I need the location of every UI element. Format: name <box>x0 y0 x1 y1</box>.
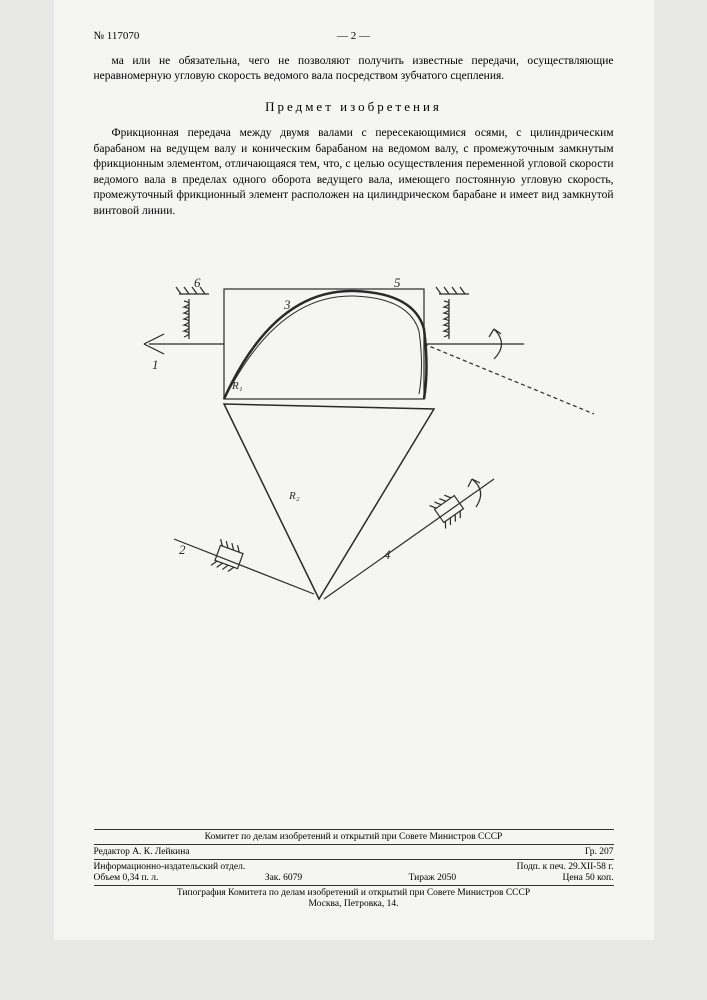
group: Гр. 207 <box>585 847 614 857</box>
order: Зак. 6079 <box>265 873 302 883</box>
label-1: 1 <box>152 357 159 372</box>
cylindrical-drum <box>224 289 424 399</box>
page-header: № 117070 — 2 — <box>94 30 614 42</box>
label-3: 3 <box>283 297 291 312</box>
signed: Подп. к печ. 29.XII-58 г. <box>517 862 614 872</box>
committee-line: Комитет по делам изобретений и открытий … <box>94 832 614 842</box>
address: Москва, Петровка, 14. <box>94 899 614 909</box>
dept: Информационно-издательский отдел. <box>94 862 246 872</box>
conical-drum <box>224 404 434 599</box>
label-6: 6 <box>194 275 201 290</box>
driven-shaft-right <box>324 479 494 599</box>
price: Цена 50 коп. <box>563 873 614 883</box>
axis-line <box>424 344 594 414</box>
friction-transmission-diagram: 1 2 3 4 5 6 R₁ R₂ <box>94 239 614 639</box>
volume: Объем 0,34 п. л. <box>94 873 159 883</box>
helical-element <box>224 291 427 399</box>
left-arrow2 <box>144 344 164 354</box>
label-2: 2 <box>179 542 186 557</box>
paragraph-continuation: ма или не обязательна, чего не позволяют… <box>94 54 614 85</box>
tirage: Тираж 2050 <box>409 873 457 883</box>
claim-paragraph: Фрикционная передача между двумя валами … <box>94 126 614 219</box>
right-spring <box>444 299 449 339</box>
editor: Редактор А. К. Лейкина <box>94 847 190 857</box>
left-spring <box>184 299 189 339</box>
label-r1: R₁ <box>231 380 243 392</box>
section-title: Предмет изобретения <box>94 99 614 115</box>
left-arrow <box>144 334 164 344</box>
imprint-footer: Комитет по делам изобретений и открытий … <box>94 827 614 910</box>
left-bearing <box>211 539 245 574</box>
right-bearing <box>429 491 466 529</box>
typography: Типография Комитета по делам изобретений… <box>94 888 614 898</box>
page-number: — 2 — <box>337 30 370 42</box>
label-r2: R₂ <box>288 490 300 502</box>
label-4: 4 <box>384 547 391 562</box>
doc-number: № 117070 <box>94 30 140 42</box>
label-5: 5 <box>394 275 401 290</box>
